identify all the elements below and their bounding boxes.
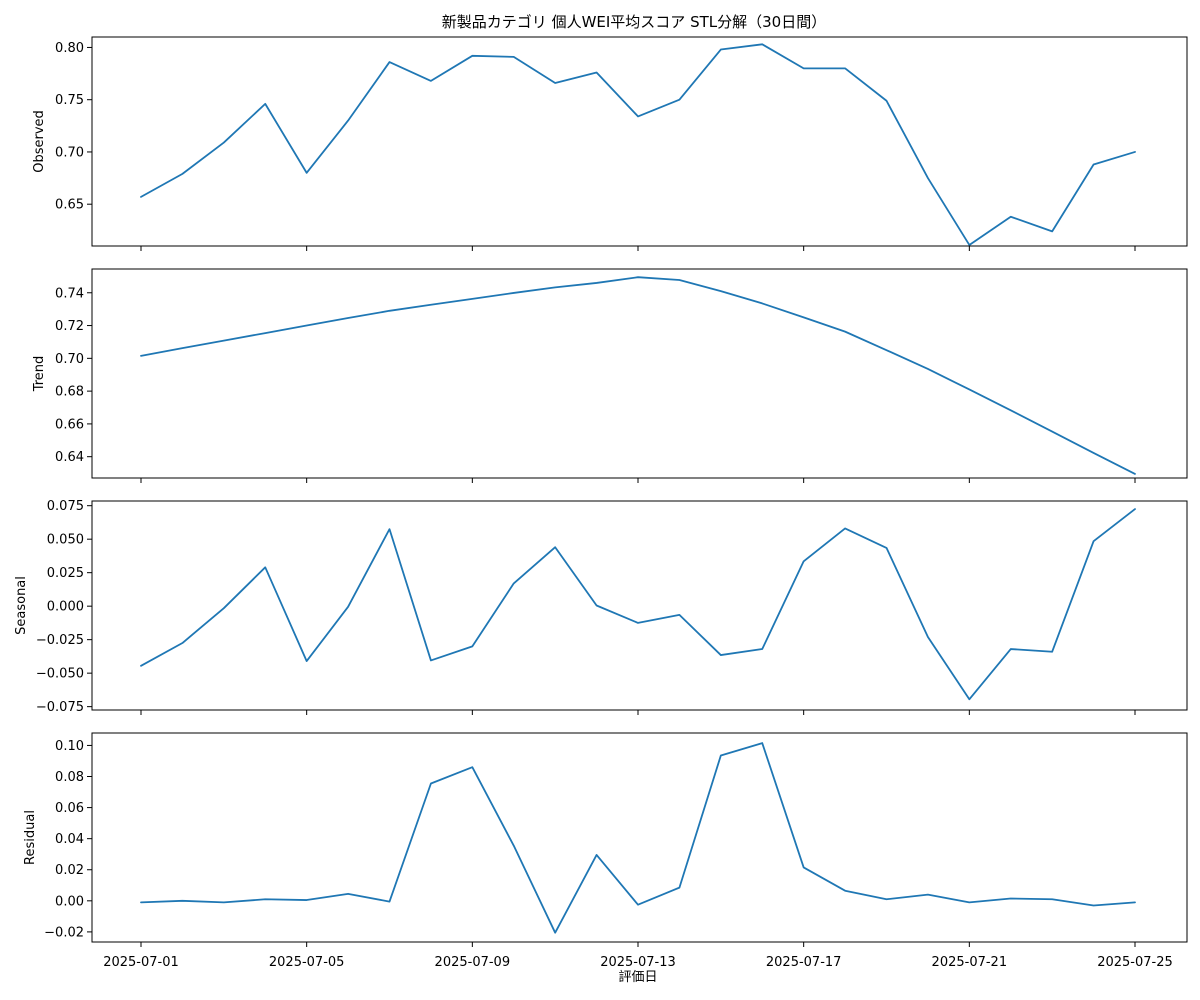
trend-ytick-label: 0.74 (55, 286, 84, 301)
trend-ytick-label: 0.64 (55, 450, 84, 465)
xtick-label: 2025-07-17 (766, 955, 842, 970)
observed-ytick-label: 0.80 (55, 41, 84, 56)
x-axis-title: 評価日 (618, 970, 657, 985)
observed-ytick-label: 0.65 (55, 198, 84, 213)
trend-ytick-label: 0.70 (55, 352, 84, 367)
xtick-label: 2025-07-05 (269, 955, 345, 970)
xtick-label: 2025-07-21 (932, 955, 1008, 970)
residual-ytick-label: 0.06 (55, 801, 84, 816)
residual-axes-frame (91, 732, 1188, 943)
panels-group: 0.65 0.70 0.75 0.80 Observed 0.64 0.66 0.68 0.70… (14, 36, 1188, 970)
seasonal-ytick-label: 0.000 (47, 600, 84, 615)
xtick-label: 2025-07-09 (435, 955, 511, 970)
panel-seasonal: −0.075 −0.050 −0.025 0.000 0.025 0.050 0.075 Se… (14, 499, 1188, 715)
panel-trend: 0.64 0.66 0.68 0.70 0.72 0.74 Trend (32, 268, 1188, 483)
trend-ytick-label: 0.68 (55, 385, 84, 400)
observed-series-line (140, 43, 1136, 246)
observed-axis-title: Observed (32, 110, 47, 173)
observed-axes-frame (91, 36, 1188, 247)
chart-title: 新製品カテゴリ 個人WEI平均スコア STL分解（30日間） (442, 13, 826, 31)
seasonal-axis-title: Seasonal (14, 576, 29, 635)
residual-ytick-label: 0.10 (55, 739, 84, 754)
residual-series-line (140, 742, 1136, 934)
trend-series-line (140, 276, 1136, 475)
seasonal-ytick-label: 0.075 (47, 499, 84, 514)
panel-residual: −0.02 0.00 0.02 0.04 0.06 0.08 0.10 Residual 202… (23, 732, 1188, 970)
xtick-label: 2025-07-25 (1097, 955, 1173, 970)
residual-ytick-label: 0.04 (55, 832, 84, 847)
xtick-label: 2025-07-01 (103, 955, 179, 970)
trend-axes-frame (91, 268, 1188, 479)
seasonal-axes-frame (91, 500, 1188, 711)
seasonal-ytick-label: 0.050 (47, 533, 84, 548)
trend-ytick-label: 0.72 (55, 319, 84, 334)
trend-ytick-label: 0.66 (55, 417, 84, 432)
observed-ytick-label: 0.70 (55, 145, 84, 160)
observed-ytick-label: 0.75 (55, 93, 84, 108)
seasonal-ytick-label: −0.075 (36, 700, 84, 715)
seasonal-ytick-label: −0.025 (36, 633, 84, 648)
seasonal-series-line (140, 508, 1136, 701)
trend-axis-title: Trend (32, 356, 47, 393)
panel-observed: 0.65 0.70 0.75 0.80 Observed (32, 36, 1188, 251)
residual-ytick-label: 0.02 (55, 863, 84, 878)
seasonal-ytick-label: 0.025 (47, 566, 84, 581)
residual-ytick-label: 0.00 (55, 894, 84, 909)
residual-axis-title: Residual (23, 810, 38, 865)
seasonal-ytick-label: −0.050 (36, 667, 84, 682)
residual-ytick-label: −0.02 (44, 925, 84, 940)
xtick-label: 2025-07-13 (600, 955, 676, 970)
residual-ytick-label: 0.08 (55, 770, 84, 785)
